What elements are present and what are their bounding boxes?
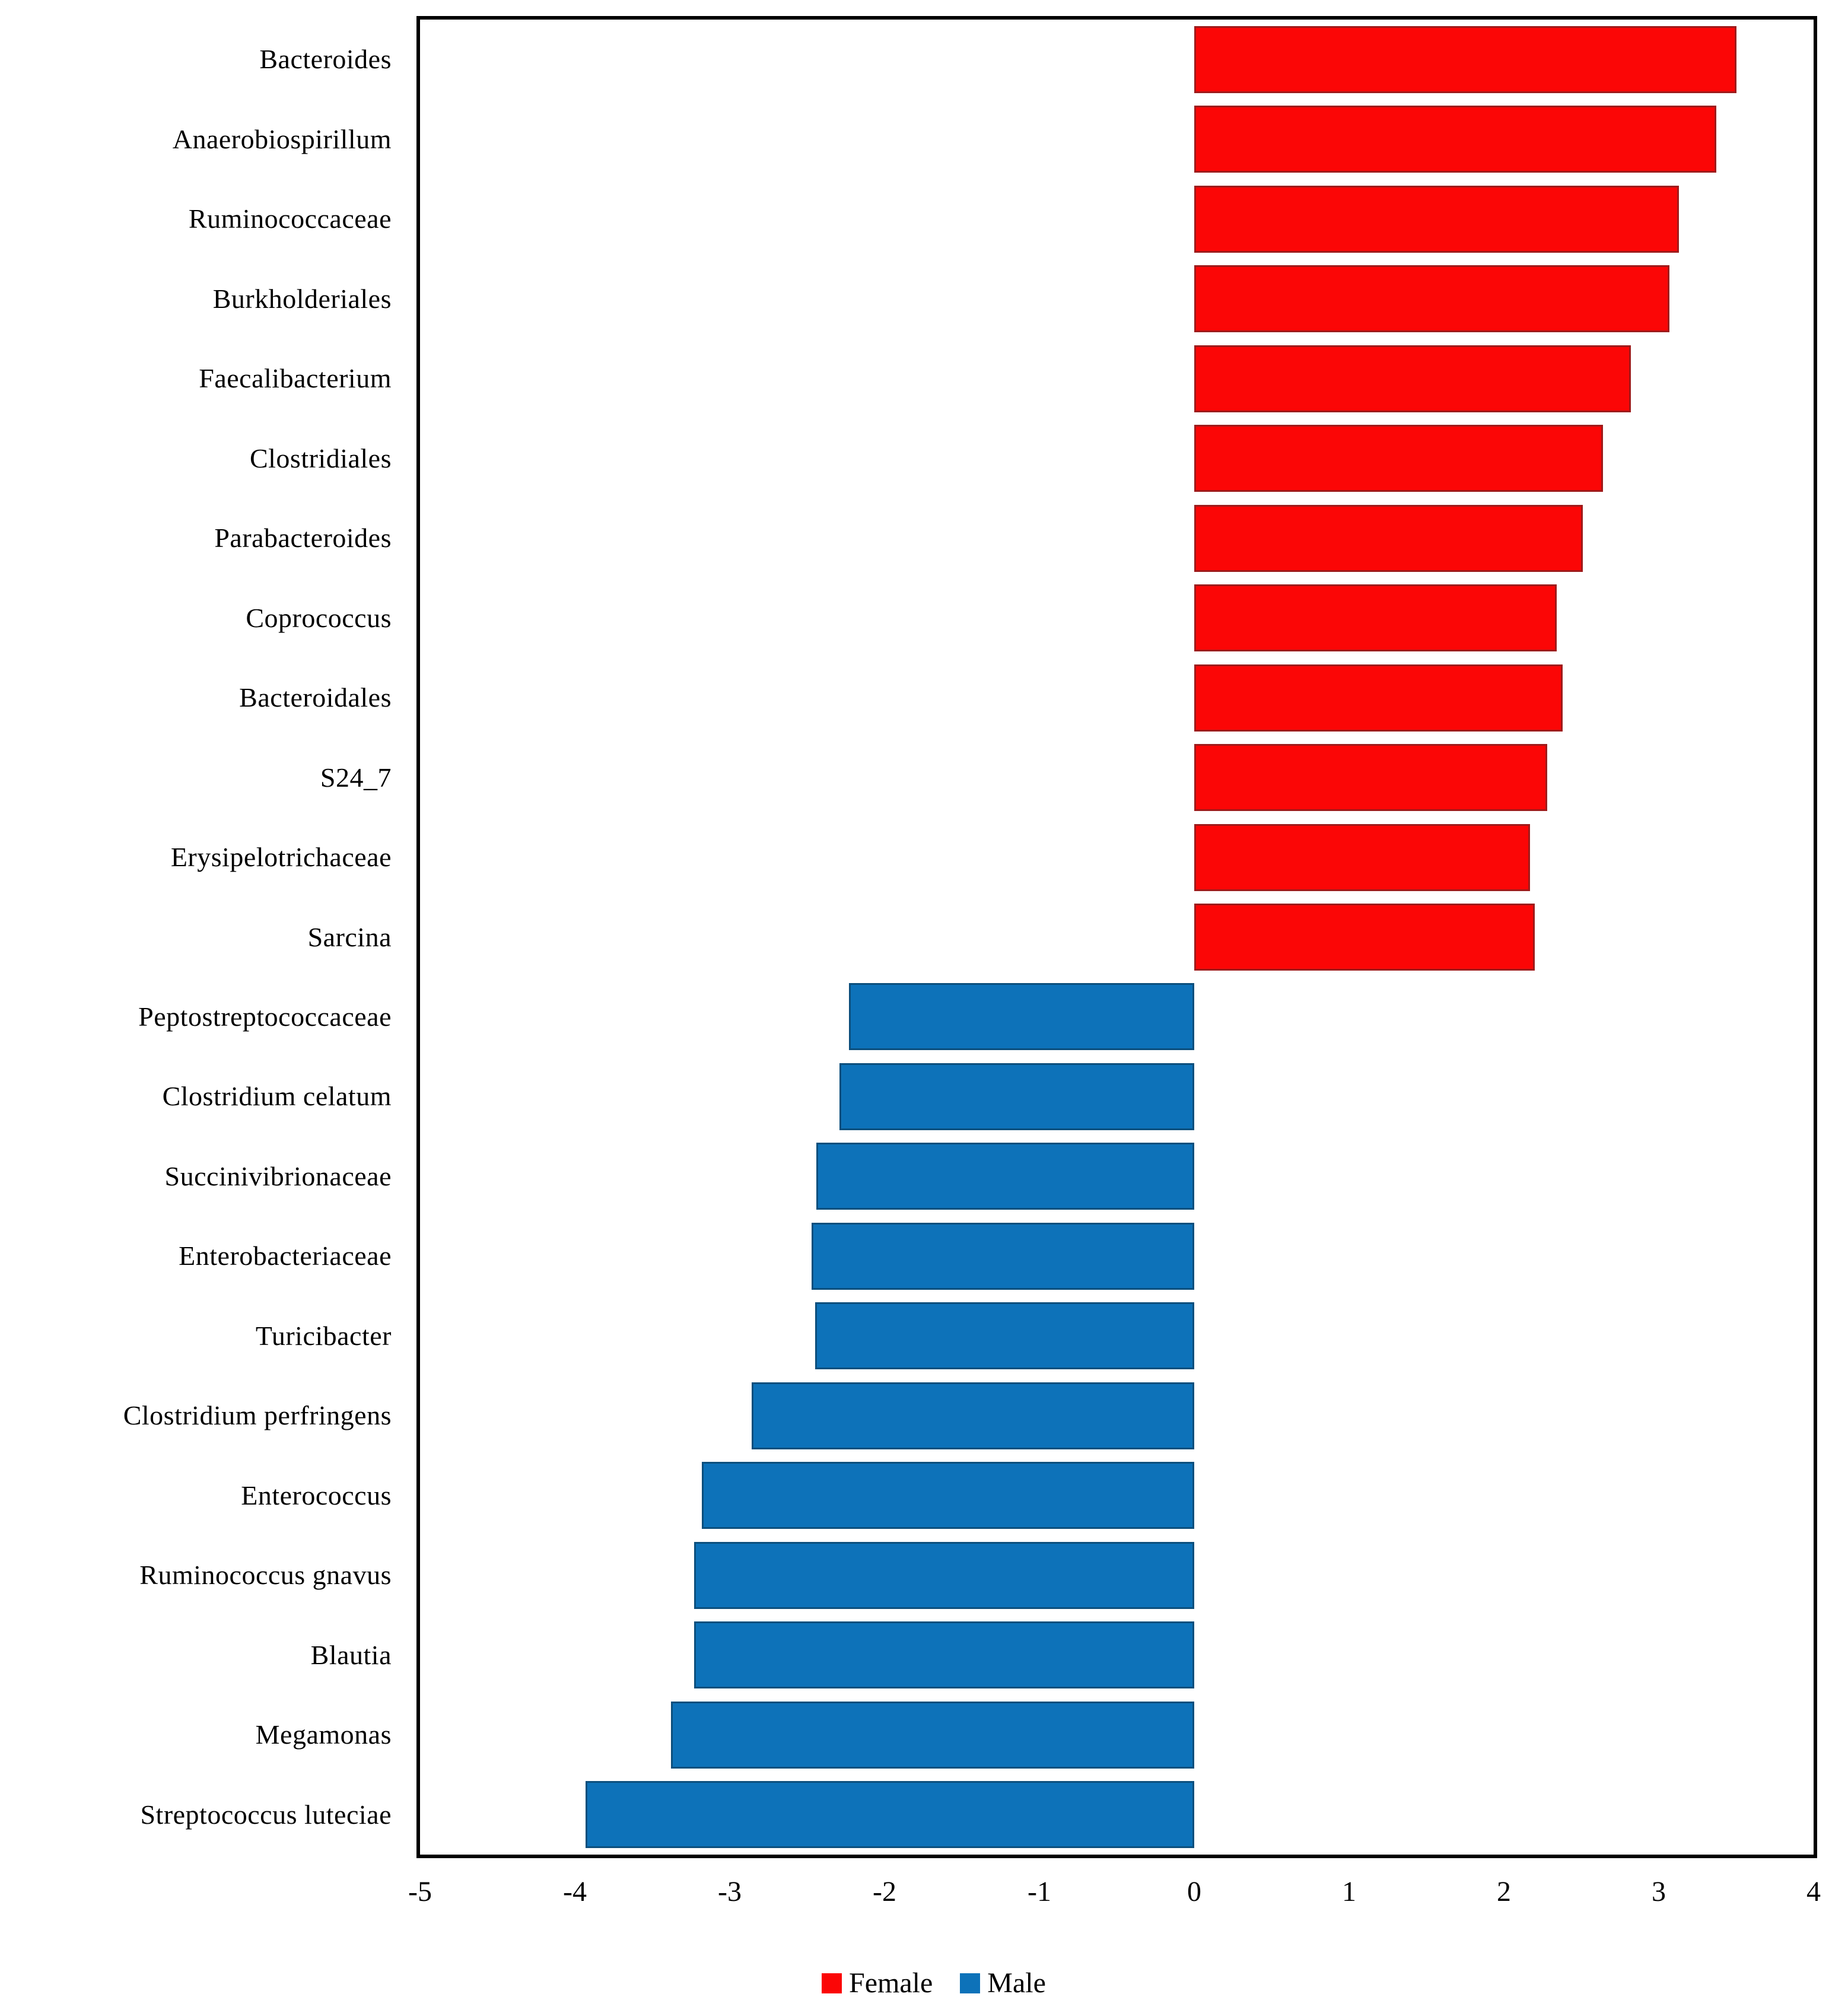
legend: Female Male (822, 1963, 1046, 2004)
x-tick-label--2: -2 (873, 1876, 896, 1907)
bar-erysipelotrichaceae (1194, 823, 1531, 891)
category-label-sarcina: Sarcina (307, 921, 392, 952)
category-label-parabacteroides: Parabacteroides (214, 523, 392, 554)
legend-item-male: Male (960, 1963, 1046, 2004)
category-label-faecalibacterium: Faecalibacterium (199, 363, 392, 394)
legend-item-female: Female (822, 1963, 933, 2004)
x-tick-label-2: 2 (1497, 1876, 1511, 1907)
bar-burkholderiales (1194, 265, 1670, 333)
category-label-bacteroidales: Bacteroidales (239, 682, 392, 713)
bar-peptostreptococcaceae (848, 983, 1194, 1051)
bar-coprococcus (1194, 584, 1557, 652)
x-tick-label-3: 3 (1652, 1876, 1666, 1907)
bar-sarcina (1194, 904, 1535, 971)
bar-turicibacter (815, 1302, 1194, 1370)
category-label-burkholderiales: Burkholderiales (212, 283, 392, 314)
category-label-peptostreptococcaceae: Peptostreptococcaceae (138, 1001, 392, 1032)
category-label-ruminococcaceae: Ruminococcaceae (188, 203, 392, 234)
x-tick-label--3: -3 (718, 1876, 742, 1907)
bar-ruminococcus-gnavus (694, 1541, 1194, 1609)
legend-label-female: Female (849, 1967, 933, 1999)
bar-bacteroides (1194, 26, 1736, 93)
bar-bacteroidales (1194, 664, 1563, 732)
category-label-megamonas: Megamonas (255, 1719, 392, 1750)
bar-enterococcus (702, 1462, 1194, 1529)
category-label-bacteroides: Bacteroides (259, 44, 392, 75)
category-label-ruminococcus-gnavus: Ruminococcus gnavus (139, 1560, 392, 1591)
x-tick-label--1: -1 (1028, 1876, 1051, 1907)
female-swatch-icon (822, 1973, 842, 1993)
category-label-clostridiales: Clostridiales (249, 443, 392, 473)
category-label-blautia: Blautia (310, 1639, 392, 1670)
category-label-erysipelotrichaceae: Erysipelotrichaceae (170, 842, 392, 873)
category-label-succinivibrionaceae: Succinivibrionaceae (164, 1160, 392, 1191)
bar-streptococcus-luteciae (586, 1781, 1194, 1849)
male-swatch-icon (960, 1973, 981, 1993)
bar-clostridium-perfringens (751, 1382, 1194, 1449)
bar-parabacteroides (1194, 504, 1583, 572)
plot-area (416, 16, 1817, 1858)
bar-ruminococcaceae (1194, 185, 1679, 253)
x-tick-label-1: 1 (1342, 1876, 1356, 1907)
category-label-turicibacter: Turicibacter (255, 1320, 392, 1351)
category-label-enterobacteriaceae: Enterobacteriaceae (179, 1241, 392, 1271)
bar-faecalibacterium (1194, 345, 1631, 412)
x-tick-label-4: 4 (1806, 1876, 1821, 1907)
x-tick-label-0: 0 (1187, 1876, 1201, 1907)
category-label-clostridium-celatum: Clostridium celatum (162, 1081, 392, 1112)
bar-megamonas (670, 1701, 1194, 1769)
category-label-anaerobiospirillum: Anaerobiospirillum (172, 123, 392, 154)
bar-enterobacteriaceae (812, 1222, 1194, 1290)
category-label-clostridium-perfringens: Clostridium perfringens (123, 1400, 392, 1431)
legend-label-male: Male (987, 1967, 1046, 1999)
bar-s24-7 (1194, 744, 1548, 812)
bar-clostridium-celatum (839, 1063, 1194, 1130)
category-label-s24-7: S24_7 (320, 762, 392, 793)
x-tick-label--5: -5 (408, 1876, 432, 1907)
category-label-enterococcus: Enterococcus (241, 1480, 392, 1510)
category-label-streptococcus-luteciae: Streptococcus luteciae (140, 1799, 392, 1830)
bar-anaerobiospirillum (1194, 106, 1716, 173)
bar-clostridiales (1194, 425, 1604, 492)
bar-succinivibrionaceae (816, 1143, 1194, 1210)
x-tick-label--4: -4 (563, 1876, 587, 1907)
category-label-coprococcus: Coprococcus (246, 602, 392, 633)
bar-blautia (694, 1621, 1194, 1689)
